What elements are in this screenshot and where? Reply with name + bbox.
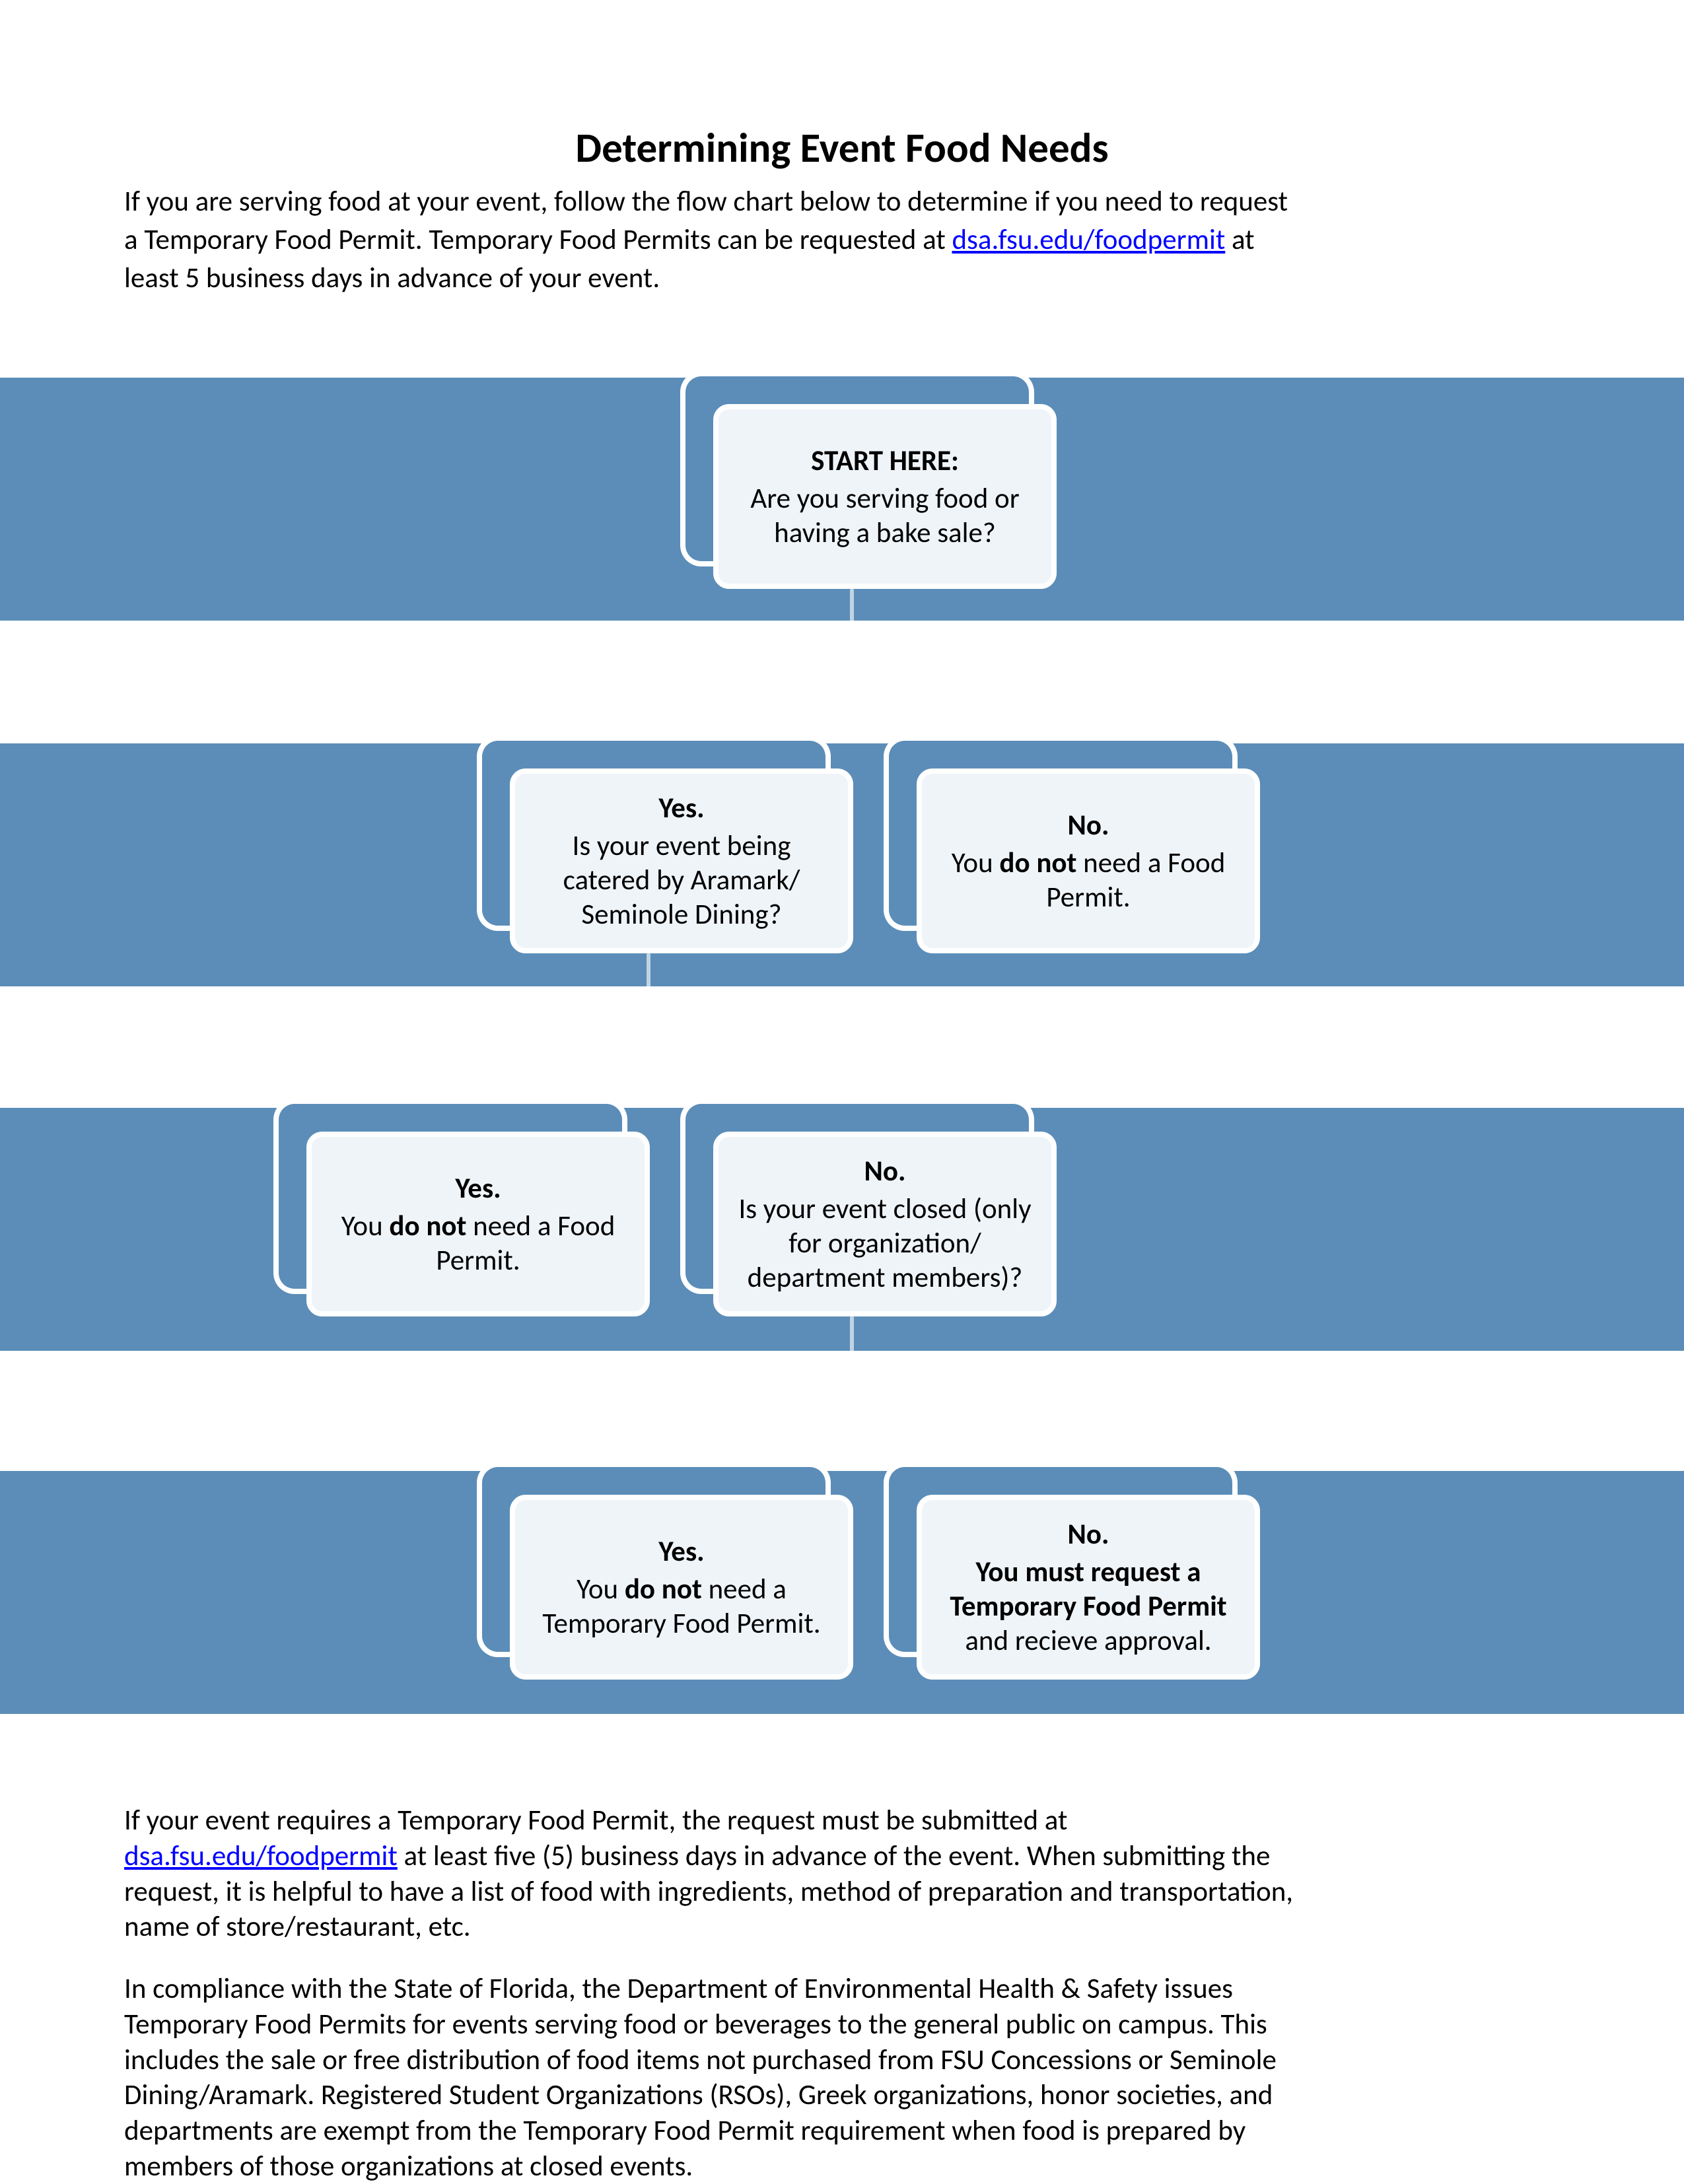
flowchart-node-front: No. You do not need a Food Permit. xyxy=(917,768,1260,953)
flowchart-node-line2: You do not need a Food Permit. xyxy=(940,846,1236,914)
footer-paragraph-2: In compliance with the State of Florida,… xyxy=(124,1971,1277,2184)
flowchart-node-line1: No. xyxy=(1068,1517,1109,1552)
intro-line-2-suffix: at xyxy=(1225,222,1254,257)
flowchart-node-front: Yes. Is your event being catered by Arama… xyxy=(510,768,853,953)
flowchart-node-front: No. Is your event closed (only for organi… xyxy=(713,1132,1057,1316)
flowchart-node-line2: Is your event being catered by Aramark/ … xyxy=(534,829,829,931)
flowchart-node-line1: Yes. xyxy=(658,1534,704,1569)
flowchart-connector xyxy=(850,1316,854,1467)
flowchart-node-line1: Yes. xyxy=(455,1171,501,1206)
intro-line-2: a Temporary Food Permit. Temporary Food … xyxy=(124,222,1255,257)
intro-line-1: If you are serving food at your event, f… xyxy=(124,184,1288,219)
flowchart-node-line2: You do not need a Food Permit. xyxy=(330,1209,626,1277)
flowchart-node-front: Yes.You do not need a Temporary Food Per… xyxy=(510,1495,853,1680)
intro-line-3: least 5 business days in advance of your… xyxy=(124,260,660,296)
page-root: Determining Event Food Needs If you are … xyxy=(0,0,1684,2179)
page-title: Determining Event Food Needs xyxy=(0,122,1684,173)
flowchart-node-line1: No. xyxy=(864,1154,906,1188)
flowchart-node-line2: You do not need a Temporary Food Permit. xyxy=(534,1572,829,1640)
flowchart-node-line1: START HERE: xyxy=(811,444,959,478)
foodpermit-link[interactable]: dsa.fsu.edu/foodpermit xyxy=(952,222,1225,257)
intro-line-2-prefix: a Temporary Food Permit. Temporary Food … xyxy=(124,222,952,257)
flowchart-node-line1: Yes. xyxy=(658,791,704,825)
flowchart-node-line2: Are you serving food or having a bake sa… xyxy=(737,481,1033,549)
flowchart-node-line2: You must request a Temporary Food Permit… xyxy=(940,1555,1236,1657)
footer-paragraph-1: If your event requires a Temporary Food … xyxy=(124,1802,1293,1944)
flowchart-connector xyxy=(850,589,854,741)
flowchart-node-front: No.You must request a Temporary Food Per… xyxy=(917,1495,1260,1680)
flowchart-node-front: START HERE:Are you serving food or havin… xyxy=(713,404,1057,589)
flowchart-node-line1: No. xyxy=(1068,808,1109,842)
flowchart-node-front: Yes.You do not need a Food Permit. xyxy=(306,1132,650,1316)
flowchart-connector xyxy=(647,953,650,1104)
flowchart-node-line2: Is your event closed (only for organizat… xyxy=(737,1192,1033,1294)
